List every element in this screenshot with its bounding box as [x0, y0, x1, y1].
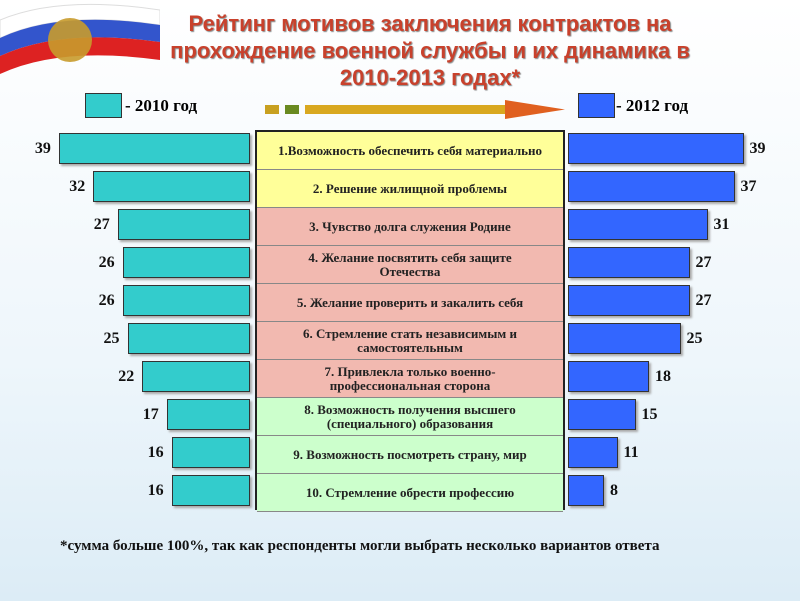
- bar: [171, 475, 250, 506]
- category-label: 8. Возможность получения высшего (специа…: [257, 398, 563, 436]
- bar: [142, 361, 250, 392]
- bar: [568, 133, 744, 164]
- legend-label: - 2012 год: [616, 96, 689, 115]
- bar: [568, 171, 735, 202]
- value-label: 25: [103, 330, 120, 347]
- value-label: 18: [655, 368, 671, 385]
- category-box: 1.Возможность обеспечить себя материальн…: [255, 130, 565, 512]
- value-label: 15: [641, 406, 658, 423]
- value-label: 39: [749, 140, 766, 157]
- bar: [127, 323, 250, 354]
- value-label: 39: [34, 140, 51, 157]
- category-label: 10. Стремление обрести профессию: [257, 474, 563, 512]
- flag-decoration: [0, 3, 160, 74]
- bar: [568, 361, 649, 392]
- bar: [568, 285, 690, 316]
- value-label: 26: [98, 292, 115, 309]
- bar: [93, 171, 250, 202]
- bar: [568, 475, 604, 506]
- legend-swatch: [85, 93, 122, 118]
- chart-title: Рейтинг мотивов заключения контрактов на…: [170, 11, 690, 90]
- value-label: 25: [686, 330, 703, 347]
- category-label: 9. Возможность посмотреть страну, мир: [257, 436, 563, 474]
- value-label: 11: [623, 444, 639, 461]
- category-label: 2. Решение жилищной проблемы: [257, 170, 563, 208]
- value-label: 27: [695, 254, 712, 271]
- value-label: 27: [93, 216, 110, 233]
- value-label: 17: [142, 406, 159, 423]
- value-label: 16: [147, 444, 164, 461]
- value-label: 37: [740, 178, 757, 195]
- bar: [568, 209, 708, 240]
- category-label: 1.Возможность обеспечить себя материальн…: [257, 132, 563, 170]
- bar: [122, 247, 250, 278]
- bar: [568, 399, 636, 430]
- legend-swatch: [578, 93, 615, 118]
- bar: [568, 323, 681, 354]
- bar: [166, 399, 250, 430]
- category-label: 5. Желание проверить и закалить себя: [257, 284, 563, 322]
- arrow-decoration: [265, 100, 565, 119]
- category-label: 3. Чувство долга служения Родине: [257, 208, 563, 246]
- value-label: 8: [610, 482, 618, 499]
- value-label: 22: [118, 368, 135, 385]
- category-label: 4. Желание посвятить себя защите Отечест…: [257, 246, 563, 284]
- value-label: 27: [695, 292, 712, 309]
- value-label: 16: [147, 482, 164, 499]
- category-label: 6. Стремление стать независимым и самост…: [257, 322, 563, 360]
- bar: [568, 437, 618, 468]
- bar: [568, 247, 690, 278]
- bar: [58, 133, 250, 164]
- value-label: 32: [69, 178, 86, 195]
- bar: [117, 209, 250, 240]
- bar: [171, 437, 250, 468]
- value-label: 31: [713, 216, 730, 233]
- value-label: 26: [98, 254, 115, 271]
- footnote: *сумма больше 100%, так как респонденты …: [60, 538, 660, 554]
- bar: [122, 285, 250, 316]
- legend-label: - 2010 год: [125, 96, 198, 115]
- category-label: 7. Привлекла только военно-профессиональ…: [257, 360, 563, 398]
